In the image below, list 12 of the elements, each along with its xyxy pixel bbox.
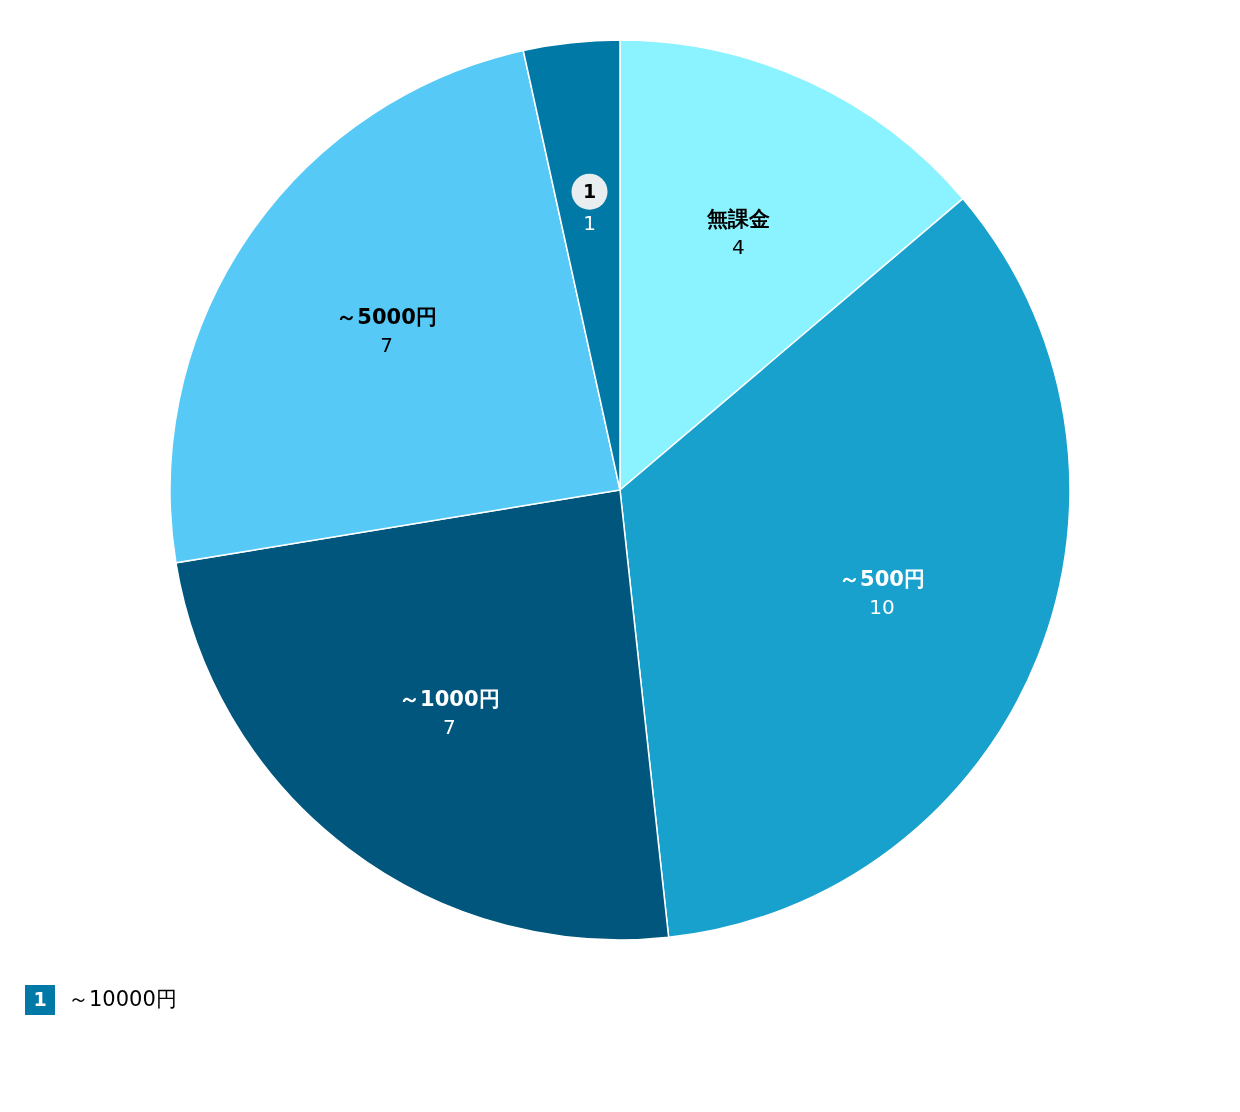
slice-label: ～1000円 <box>399 687 500 712</box>
data-label: 1 <box>583 210 596 235</box>
slice-label: 無課金 <box>705 207 770 232</box>
slice-label: ～5000円 <box>336 304 437 329</box>
slice-label: ～500円 <box>839 567 925 592</box>
data-label: 10 <box>869 595 895 620</box>
data-label: 4 <box>732 235 745 260</box>
data-label: 7 <box>442 715 456 740</box>
text: 1 <box>582 179 597 202</box>
legend-label: ～10000円 <box>68 987 177 1011</box>
text: 1 <box>33 988 47 1010</box>
data-label: 7 <box>380 332 393 357</box>
